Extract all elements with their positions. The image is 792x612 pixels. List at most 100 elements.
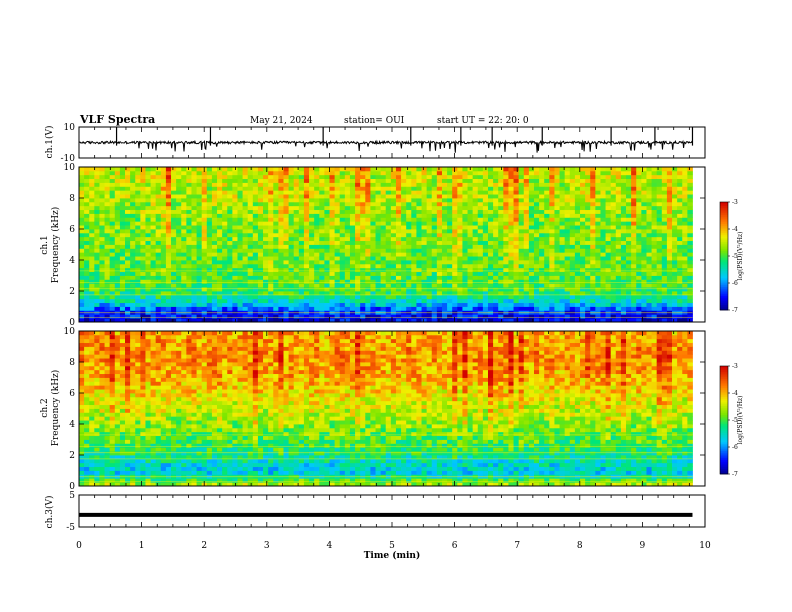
heatmap-cell (672, 271, 678, 276)
heatmap-cell (268, 318, 274, 323)
heatmap-cell (457, 306, 463, 311)
heatmap-cell (293, 194, 300, 199)
heatmap-cell (590, 198, 596, 203)
heatmap-cell (447, 213, 453, 218)
heatmap-cell (631, 194, 637, 199)
heatmap-cell (222, 287, 228, 292)
heatmap-cell (523, 240, 530, 245)
heatmap-cell (661, 209, 668, 214)
heatmap-cell (421, 240, 428, 245)
heatmap-cell (580, 298, 586, 304)
heatmap-cell (452, 287, 458, 292)
heatmap-cell (498, 318, 504, 323)
heatmap-cell (79, 298, 85, 304)
heatmap-cell (401, 170, 407, 176)
heatmap-cell (344, 213, 351, 218)
heatmap-cell (314, 263, 320, 269)
heatmap-cell (99, 178, 105, 183)
heatmap-cell (319, 267, 325, 273)
heatmap-cell (656, 167, 663, 172)
heatmap-cell (206, 201, 213, 207)
heatmap-cell (104, 275, 111, 280)
heatmap-cell (375, 256, 382, 261)
heatmap-cell (278, 306, 284, 311)
heatmap-cell (523, 294, 530, 300)
heatmap-cell (232, 213, 238, 218)
heatmap-cell (672, 298, 678, 304)
heatmap-cell (513, 221, 520, 226)
heatmap-cell (467, 194, 474, 199)
heatmap-cell (610, 240, 617, 245)
heatmap-cell (227, 229, 233, 234)
heatmap-cell (523, 287, 530, 292)
heatmap-cell (242, 318, 249, 323)
heatmap-cell (165, 178, 172, 183)
heatmap-cell (232, 314, 238, 319)
heatmap-cell (247, 167, 254, 172)
heatmap-cell (441, 229, 448, 234)
heatmap-cell (370, 167, 376, 172)
heatmap-cell (339, 178, 346, 183)
heatmap-cell (457, 201, 463, 207)
heatmap-cell (125, 244, 131, 249)
heatmap-cell (196, 252, 203, 257)
heatmap-cell (319, 260, 325, 265)
heatmap-cell (539, 174, 545, 180)
heatmap-cell (211, 302, 218, 307)
heatmap-cell (160, 256, 167, 261)
heatmap-cell (165, 174, 172, 180)
heatmap-cell (421, 314, 428, 319)
heatmap-cell (217, 217, 223, 222)
heatmap-cell (395, 248, 402, 253)
heatmap-cell (319, 205, 325, 211)
heatmap-cell (242, 236, 249, 242)
heatmap-cell (431, 318, 438, 323)
heatmap-cell (268, 244, 274, 249)
heatmap-cell (319, 306, 325, 311)
heatmap-cell (615, 174, 622, 180)
heatmap-cell (447, 314, 453, 319)
heatmap-cell (293, 244, 300, 249)
heatmap-cell (401, 263, 407, 269)
heatmap-cell (370, 205, 376, 211)
heatmap-cell (329, 318, 336, 323)
heatmap-cell (119, 174, 126, 180)
heatmap-cell (503, 318, 509, 323)
heatmap-cell (252, 209, 259, 214)
heatmap-cell (477, 194, 484, 199)
heatmap-cell (201, 178, 208, 183)
heatmap-cell (329, 271, 336, 276)
heatmap-cell (580, 260, 586, 265)
heatmap-cell (324, 306, 330, 311)
heatmap-cell (125, 170, 131, 176)
heatmap-cell (477, 201, 484, 207)
heatmap-cell (324, 198, 330, 203)
heatmap-cell (273, 240, 279, 245)
heatmap-cell (534, 198, 540, 203)
heatmap-cell (242, 306, 249, 311)
heatmap-cell (273, 302, 279, 307)
heatmap-cell (171, 279, 177, 284)
heatmap-cell (119, 213, 126, 218)
heatmap-cell (339, 244, 346, 249)
heatmap-cell (631, 186, 637, 191)
heatmap-cell (298, 209, 305, 214)
heatmap-cell (452, 225, 458, 230)
heatmap-cell (462, 318, 468, 323)
heatmap-cell (569, 318, 576, 323)
heatmap-cell (99, 302, 105, 307)
heatmap-cell (349, 314, 356, 319)
heatmap-cell (227, 186, 233, 191)
heatmap-cell (554, 190, 560, 195)
heatmap-cell (600, 186, 606, 191)
heatmap-cell (666, 174, 673, 180)
heatmap-cell (472, 170, 479, 176)
heatmap-cell (309, 298, 315, 304)
heatmap-cell (651, 170, 658, 176)
heatmap-cell (109, 271, 116, 276)
heatmap-cell (482, 225, 489, 230)
heatmap-cell (559, 240, 566, 245)
heatmap-cell (89, 256, 95, 261)
heatmap-cell (309, 229, 315, 234)
heatmap-cell (620, 291, 627, 296)
